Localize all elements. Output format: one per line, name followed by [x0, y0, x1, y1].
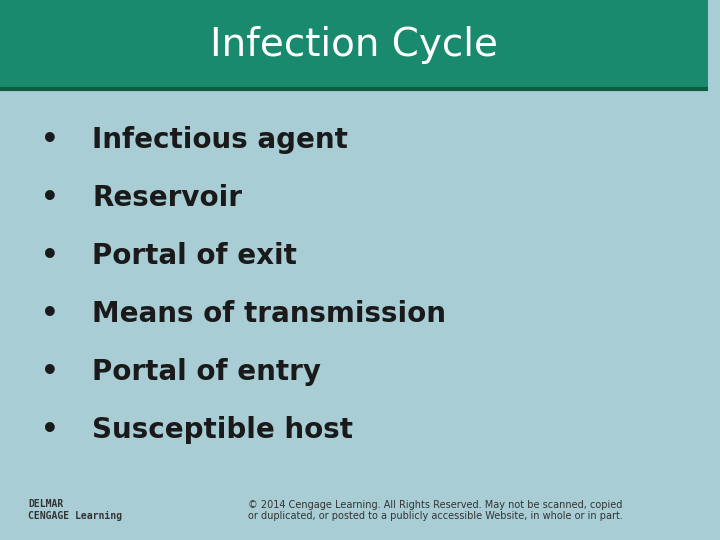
- Text: Portal of entry: Portal of entry: [92, 358, 321, 386]
- Text: Infection Cycle: Infection Cycle: [210, 25, 498, 64]
- Text: •: •: [40, 126, 58, 154]
- Text: © 2014 Cengage Learning. All Rights Reserved. May not be scanned, copied
or dupl: © 2014 Cengage Learning. All Rights Rese…: [248, 500, 623, 521]
- Text: Reservoir: Reservoir: [92, 184, 242, 212]
- Text: Susceptible host: Susceptible host: [92, 416, 353, 444]
- Bar: [0, 0, 708, 89]
- Text: •: •: [40, 242, 58, 270]
- Text: Means of transmission: Means of transmission: [92, 300, 446, 328]
- Text: Portal of exit: Portal of exit: [92, 242, 297, 270]
- Text: Infectious agent: Infectious agent: [92, 126, 348, 154]
- Text: DELMAR
CENGAGE Learning: DELMAR CENGAGE Learning: [28, 500, 122, 521]
- Text: •: •: [40, 300, 58, 328]
- Text: •: •: [40, 184, 58, 212]
- Text: •: •: [40, 416, 58, 444]
- Text: •: •: [40, 358, 58, 386]
